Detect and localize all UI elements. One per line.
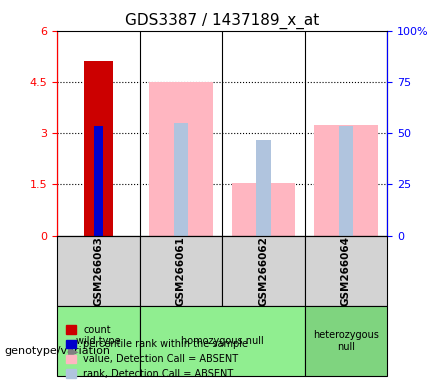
FancyBboxPatch shape — [57, 306, 140, 376]
Text: GSM266064: GSM266064 — [341, 236, 351, 306]
Bar — [314, 125, 378, 236]
Bar — [232, 183, 295, 236]
Legend: count, percentile rank within the sample, value, Detection Call = ABSENT, rank, : count, percentile rank within the sample… — [62, 321, 252, 383]
Text: GSM266061: GSM266061 — [176, 236, 186, 306]
FancyBboxPatch shape — [57, 236, 140, 306]
Text: GSM266063: GSM266063 — [93, 236, 103, 306]
Text: homozygous null: homozygous null — [181, 336, 264, 346]
FancyBboxPatch shape — [140, 306, 305, 376]
Text: GSM266062: GSM266062 — [258, 236, 268, 306]
Bar — [339, 126, 353, 236]
Text: genotype/variation: genotype/variation — [4, 346, 110, 356]
FancyBboxPatch shape — [140, 236, 222, 306]
Bar — [149, 82, 213, 236]
Bar — [256, 140, 271, 236]
Title: GDS3387 / 1437189_x_at: GDS3387 / 1437189_x_at — [125, 13, 319, 29]
Bar — [94, 126, 103, 236]
Text: ▶: ▶ — [68, 344, 79, 358]
Bar — [174, 123, 188, 236]
Text: wild type: wild type — [76, 336, 121, 346]
FancyBboxPatch shape — [305, 306, 387, 376]
Bar — [84, 61, 113, 236]
Text: heterozygous
null: heterozygous null — [313, 330, 379, 352]
FancyBboxPatch shape — [305, 236, 387, 306]
FancyBboxPatch shape — [222, 236, 305, 306]
